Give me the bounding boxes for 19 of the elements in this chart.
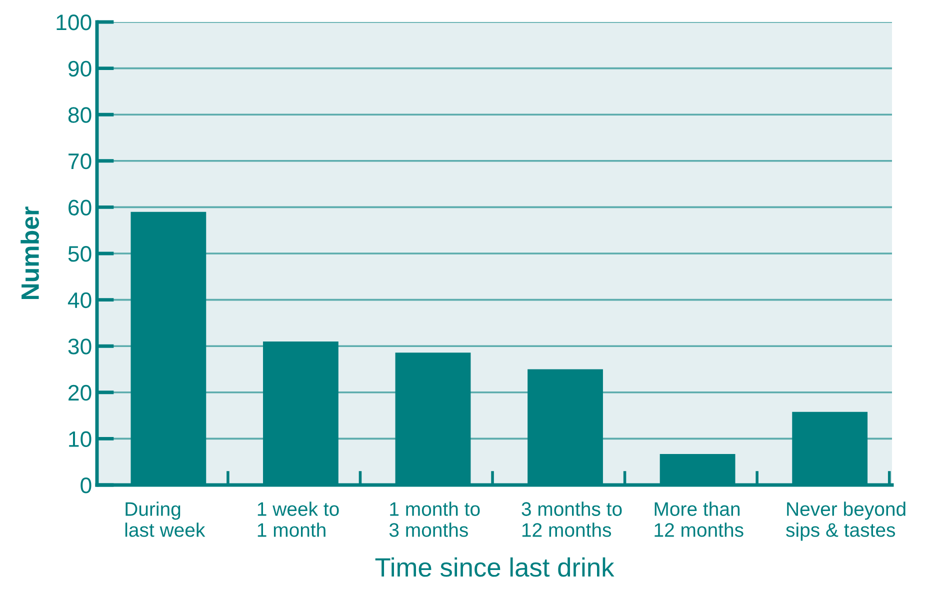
- x-tick-label: 1 week to 1 month: [258, 502, 339, 537]
- y-tick-label: 50: [68, 246, 92, 262]
- y-tick-label: 90: [68, 60, 92, 77]
- x-axis-title: Time since last drink: [375, 557, 614, 577]
- y-axis-title: Number: [20, 206, 40, 300]
- y-tick-label: 10: [69, 431, 92, 447]
- y-tick-label: 70: [68, 153, 92, 170]
- x-tick-label: More than 12 months: [654, 502, 744, 537]
- x-tick-label: 1 month to 3 months: [389, 502, 480, 537]
- y-tick-label: 40: [68, 292, 92, 308]
- y-tick-label: 20: [68, 384, 92, 401]
- y-tick-label: 100: [56, 14, 92, 30]
- x-tick-label: During last week: [125, 502, 206, 537]
- x-tick-label: Never beyond sips & tastes: [786, 502, 906, 541]
- x-tick-label: 3 months to 12 months: [522, 502, 622, 537]
- y-tick-label: 80: [68, 107, 92, 123]
- y-tick-label: 60: [68, 200, 92, 216]
- y-tick-label: 0: [80, 478, 92, 494]
- y-tick-label: 30: [68, 338, 92, 354]
